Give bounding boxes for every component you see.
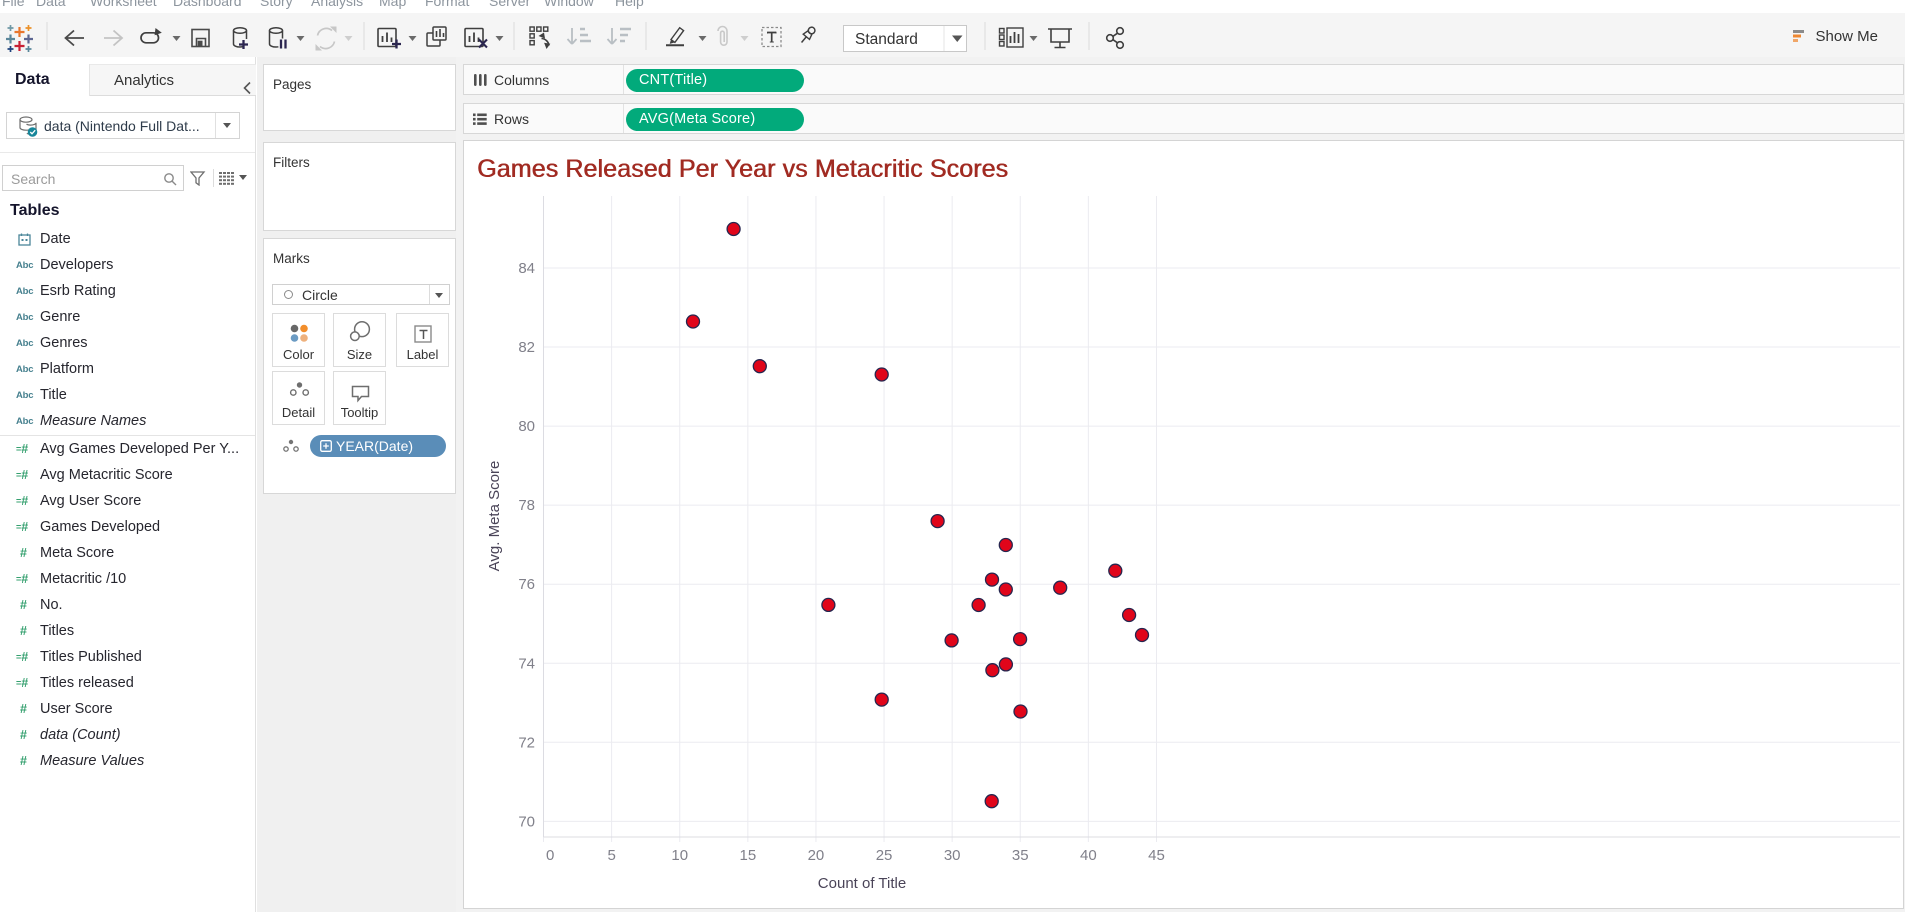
- svg-text:35: 35: [1012, 847, 1029, 864]
- svg-text:25: 25: [876, 847, 893, 864]
- svg-text:78: 78: [518, 497, 535, 514]
- svg-text:0: 0: [546, 847, 554, 864]
- svg-text:30: 30: [944, 847, 961, 864]
- svg-text:76: 76: [518, 576, 535, 593]
- svg-text:80: 80: [518, 418, 535, 435]
- svg-text:Standard: Standard: [855, 31, 918, 48]
- svg-text:70: 70: [518, 813, 535, 830]
- svg-text:15: 15: [739, 847, 756, 864]
- svg-text:5: 5: [607, 847, 615, 864]
- svg-text:40: 40: [1080, 847, 1097, 864]
- svg-text:45: 45: [1148, 847, 1165, 864]
- svg-text:74: 74: [518, 655, 535, 672]
- svg-text:20: 20: [808, 847, 825, 864]
- svg-text:82: 82: [518, 339, 535, 356]
- svg-text:72: 72: [518, 734, 535, 751]
- svg-text:10: 10: [671, 847, 688, 864]
- svg-text:Avg. Meta Score: Avg. Meta Score: [486, 461, 503, 572]
- svg-text:84: 84: [518, 260, 535, 277]
- svg-text:Count of Title: Count of Title: [818, 875, 906, 892]
